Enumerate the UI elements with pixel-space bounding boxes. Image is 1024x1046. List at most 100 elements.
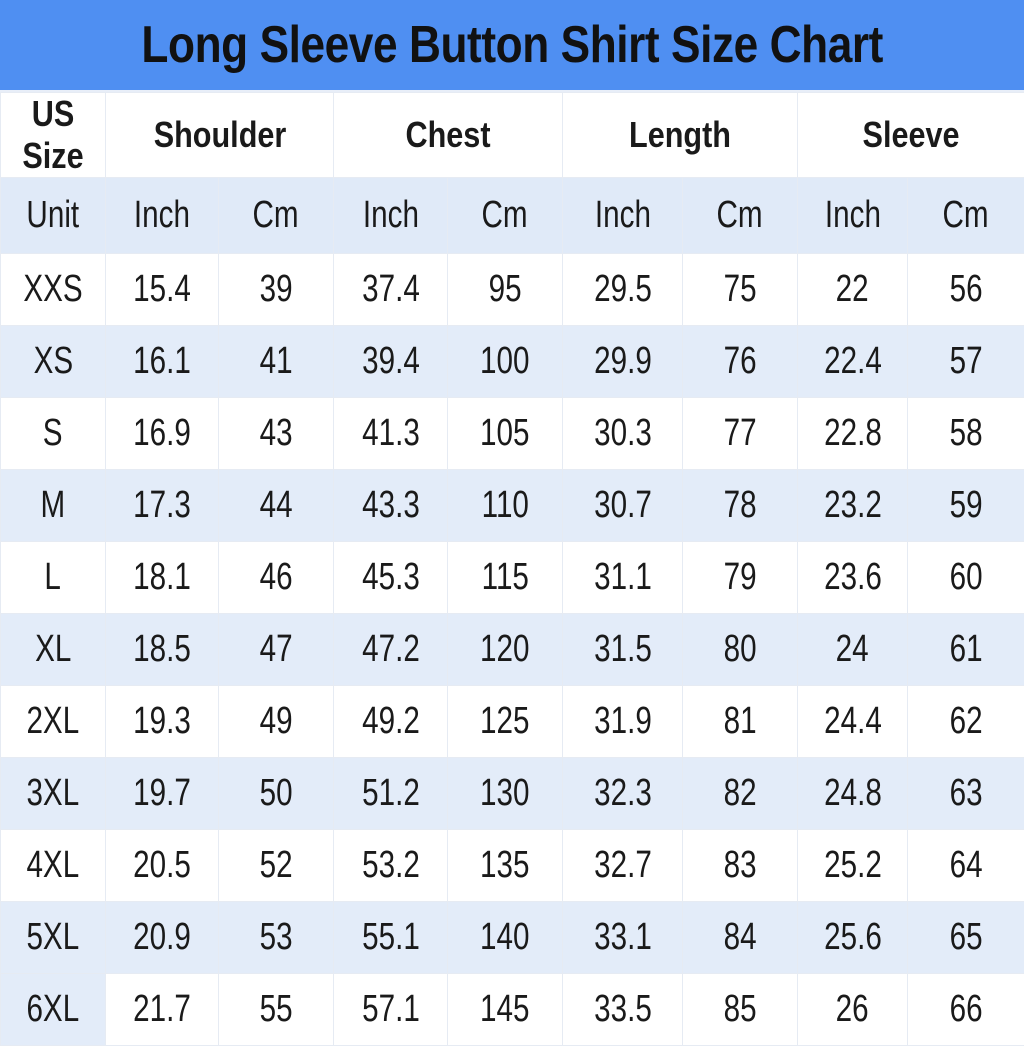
value-cell: 100	[448, 326, 563, 398]
value-cell: 75	[683, 254, 798, 326]
value-cell: 31.9	[563, 686, 683, 758]
header-sleeve: Sleeve	[798, 93, 1024, 178]
value-cell: 18.5	[106, 614, 219, 686]
unit-cell: Cm	[908, 178, 1024, 254]
value-cell: 29.5	[563, 254, 683, 326]
value-cell: 56	[908, 254, 1024, 326]
size-cell: S	[1, 398, 106, 470]
value-cell: 82	[683, 758, 798, 830]
value-cell: 120	[448, 614, 563, 686]
size-cell: XXS	[1, 254, 106, 326]
value-cell: 41.3	[334, 398, 448, 470]
unit-cell: Cm	[448, 178, 563, 254]
size-cell: XL	[1, 614, 106, 686]
value-cell: 47	[219, 614, 334, 686]
header-length: Length	[563, 93, 798, 178]
size-cell: XS	[1, 326, 106, 398]
value-cell: 30.3	[563, 398, 683, 470]
value-cell: 83	[683, 830, 798, 902]
value-cell: 55	[219, 974, 334, 1046]
unit-cell: Unit	[1, 178, 106, 254]
value-cell: 15.4	[106, 254, 219, 326]
value-cell: 43.3	[334, 470, 448, 542]
header-shoulder: Shoulder	[106, 93, 334, 178]
value-cell: 77	[683, 398, 798, 470]
value-cell: 30.7	[563, 470, 683, 542]
size-cell: 5XL	[1, 902, 106, 974]
value-cell: 22.8	[798, 398, 908, 470]
value-cell: 33.1	[563, 902, 683, 974]
value-cell: 41	[219, 326, 334, 398]
value-cell: 31.1	[563, 542, 683, 614]
unit-cell: Inch	[563, 178, 683, 254]
value-cell: 16.9	[106, 398, 219, 470]
value-cell: 57.1	[334, 974, 448, 1046]
value-cell: 79	[683, 542, 798, 614]
value-cell: 53	[219, 902, 334, 974]
value-cell: 65	[908, 902, 1024, 974]
value-cell: 33.5	[563, 974, 683, 1046]
value-cell: 110	[448, 470, 563, 542]
value-cell: 55.1	[334, 902, 448, 974]
value-cell: 66	[908, 974, 1024, 1046]
value-cell: 76	[683, 326, 798, 398]
value-cell: 60	[908, 542, 1024, 614]
value-cell: 25.6	[798, 902, 908, 974]
value-cell: 140	[448, 902, 563, 974]
value-cell: 43	[219, 398, 334, 470]
value-cell: 81	[683, 686, 798, 758]
value-cell: 18.1	[106, 542, 219, 614]
value-cell: 37.4	[334, 254, 448, 326]
value-cell: 46	[219, 542, 334, 614]
value-cell: 22	[798, 254, 908, 326]
value-cell: 135	[448, 830, 563, 902]
value-cell: 21.7	[106, 974, 219, 1046]
value-cell: 59	[908, 470, 1024, 542]
header-row: US Size Shoulder Chest Length Sleeve	[1, 93, 1024, 178]
value-cell: 80	[683, 614, 798, 686]
unit-cell: Cm	[683, 178, 798, 254]
value-cell: 51.2	[334, 758, 448, 830]
unit-cell: Inch	[798, 178, 908, 254]
value-cell: 16.1	[106, 326, 219, 398]
size-cell: 2XL	[1, 686, 106, 758]
size-cell: 6XL	[1, 974, 106, 1046]
value-cell: 115	[448, 542, 563, 614]
value-cell: 19.3	[106, 686, 219, 758]
value-cell: 22.4	[798, 326, 908, 398]
title-bar: Long Sleeve Button Shirt Size Chart	[0, 0, 1024, 92]
size-cell: M	[1, 470, 106, 542]
header-chest: Chest	[334, 93, 563, 178]
value-cell: 105	[448, 398, 563, 470]
value-cell: 85	[683, 974, 798, 1046]
header-us-size: US Size	[1, 93, 106, 178]
value-cell: 62	[908, 686, 1024, 758]
chart-title: Long Sleeve Button Shirt Size Chart	[141, 15, 883, 75]
value-cell: 20.9	[106, 902, 219, 974]
value-cell: 23.6	[798, 542, 908, 614]
size-cell: L	[1, 542, 106, 614]
value-cell: 78	[683, 470, 798, 542]
value-cell: 44	[219, 470, 334, 542]
value-cell: 24	[798, 614, 908, 686]
value-cell: 24.4	[798, 686, 908, 758]
value-cell: 58	[908, 398, 1024, 470]
value-cell: 57	[908, 326, 1024, 398]
value-cell: 63	[908, 758, 1024, 830]
value-cell: 25.2	[798, 830, 908, 902]
value-cell: 32.7	[563, 830, 683, 902]
value-cell: 39.4	[334, 326, 448, 398]
size-cell: 3XL	[1, 758, 106, 830]
value-cell: 49	[219, 686, 334, 758]
value-cell: 32.3	[563, 758, 683, 830]
